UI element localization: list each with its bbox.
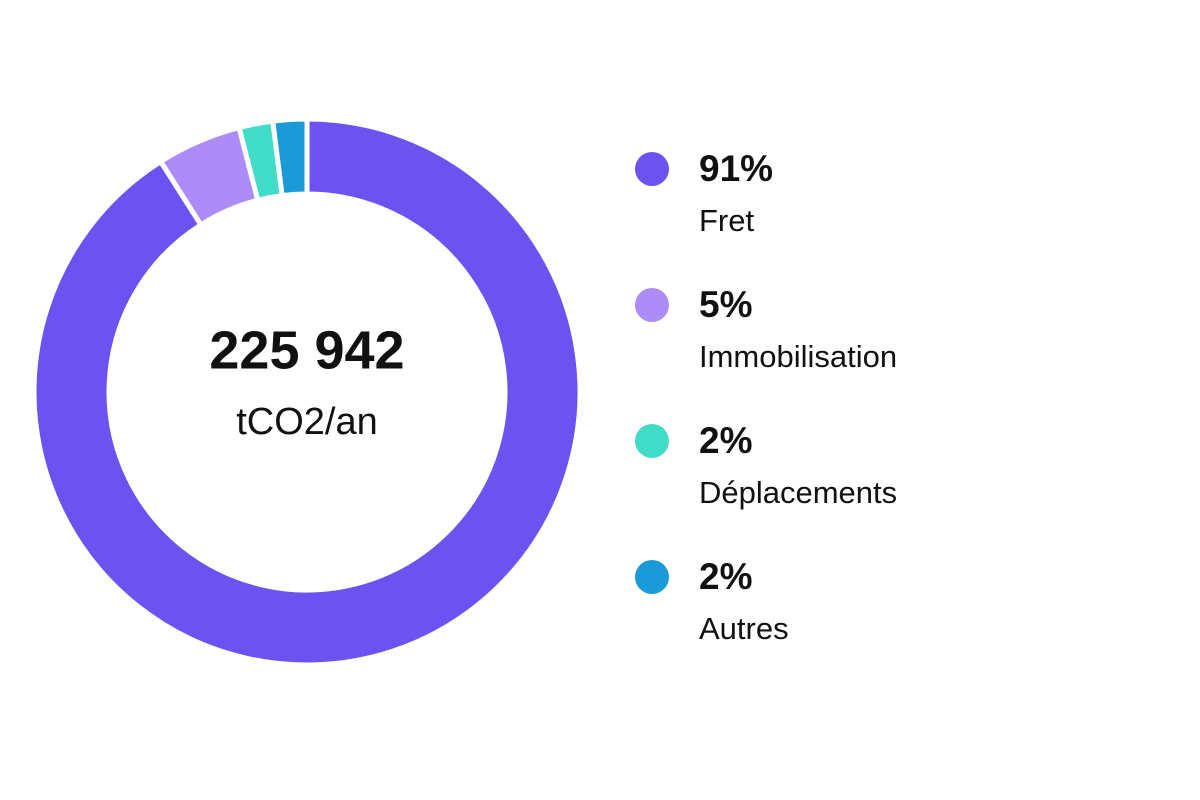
legend-label: Autres <box>699 611 789 646</box>
center-subtitle: tCO2/an <box>236 401 378 443</box>
donut-slice <box>31 116 583 668</box>
legend-marker <box>635 424 669 458</box>
legend-value: 2% <box>699 556 752 597</box>
legend-value: 5% <box>699 284 752 325</box>
legend-value: 2% <box>699 420 752 461</box>
center-title: 225 942 <box>209 320 404 380</box>
legend-label: Fret <box>699 203 755 238</box>
donut-slice <box>269 116 310 199</box>
legend-label: Immobilisation <box>699 339 897 374</box>
legend-marker <box>635 560 669 594</box>
legend-marker <box>635 288 669 322</box>
legend-label: Déplacements <box>699 475 897 510</box>
legend-marker <box>635 152 669 186</box>
legend-value: 91% <box>699 148 773 189</box>
